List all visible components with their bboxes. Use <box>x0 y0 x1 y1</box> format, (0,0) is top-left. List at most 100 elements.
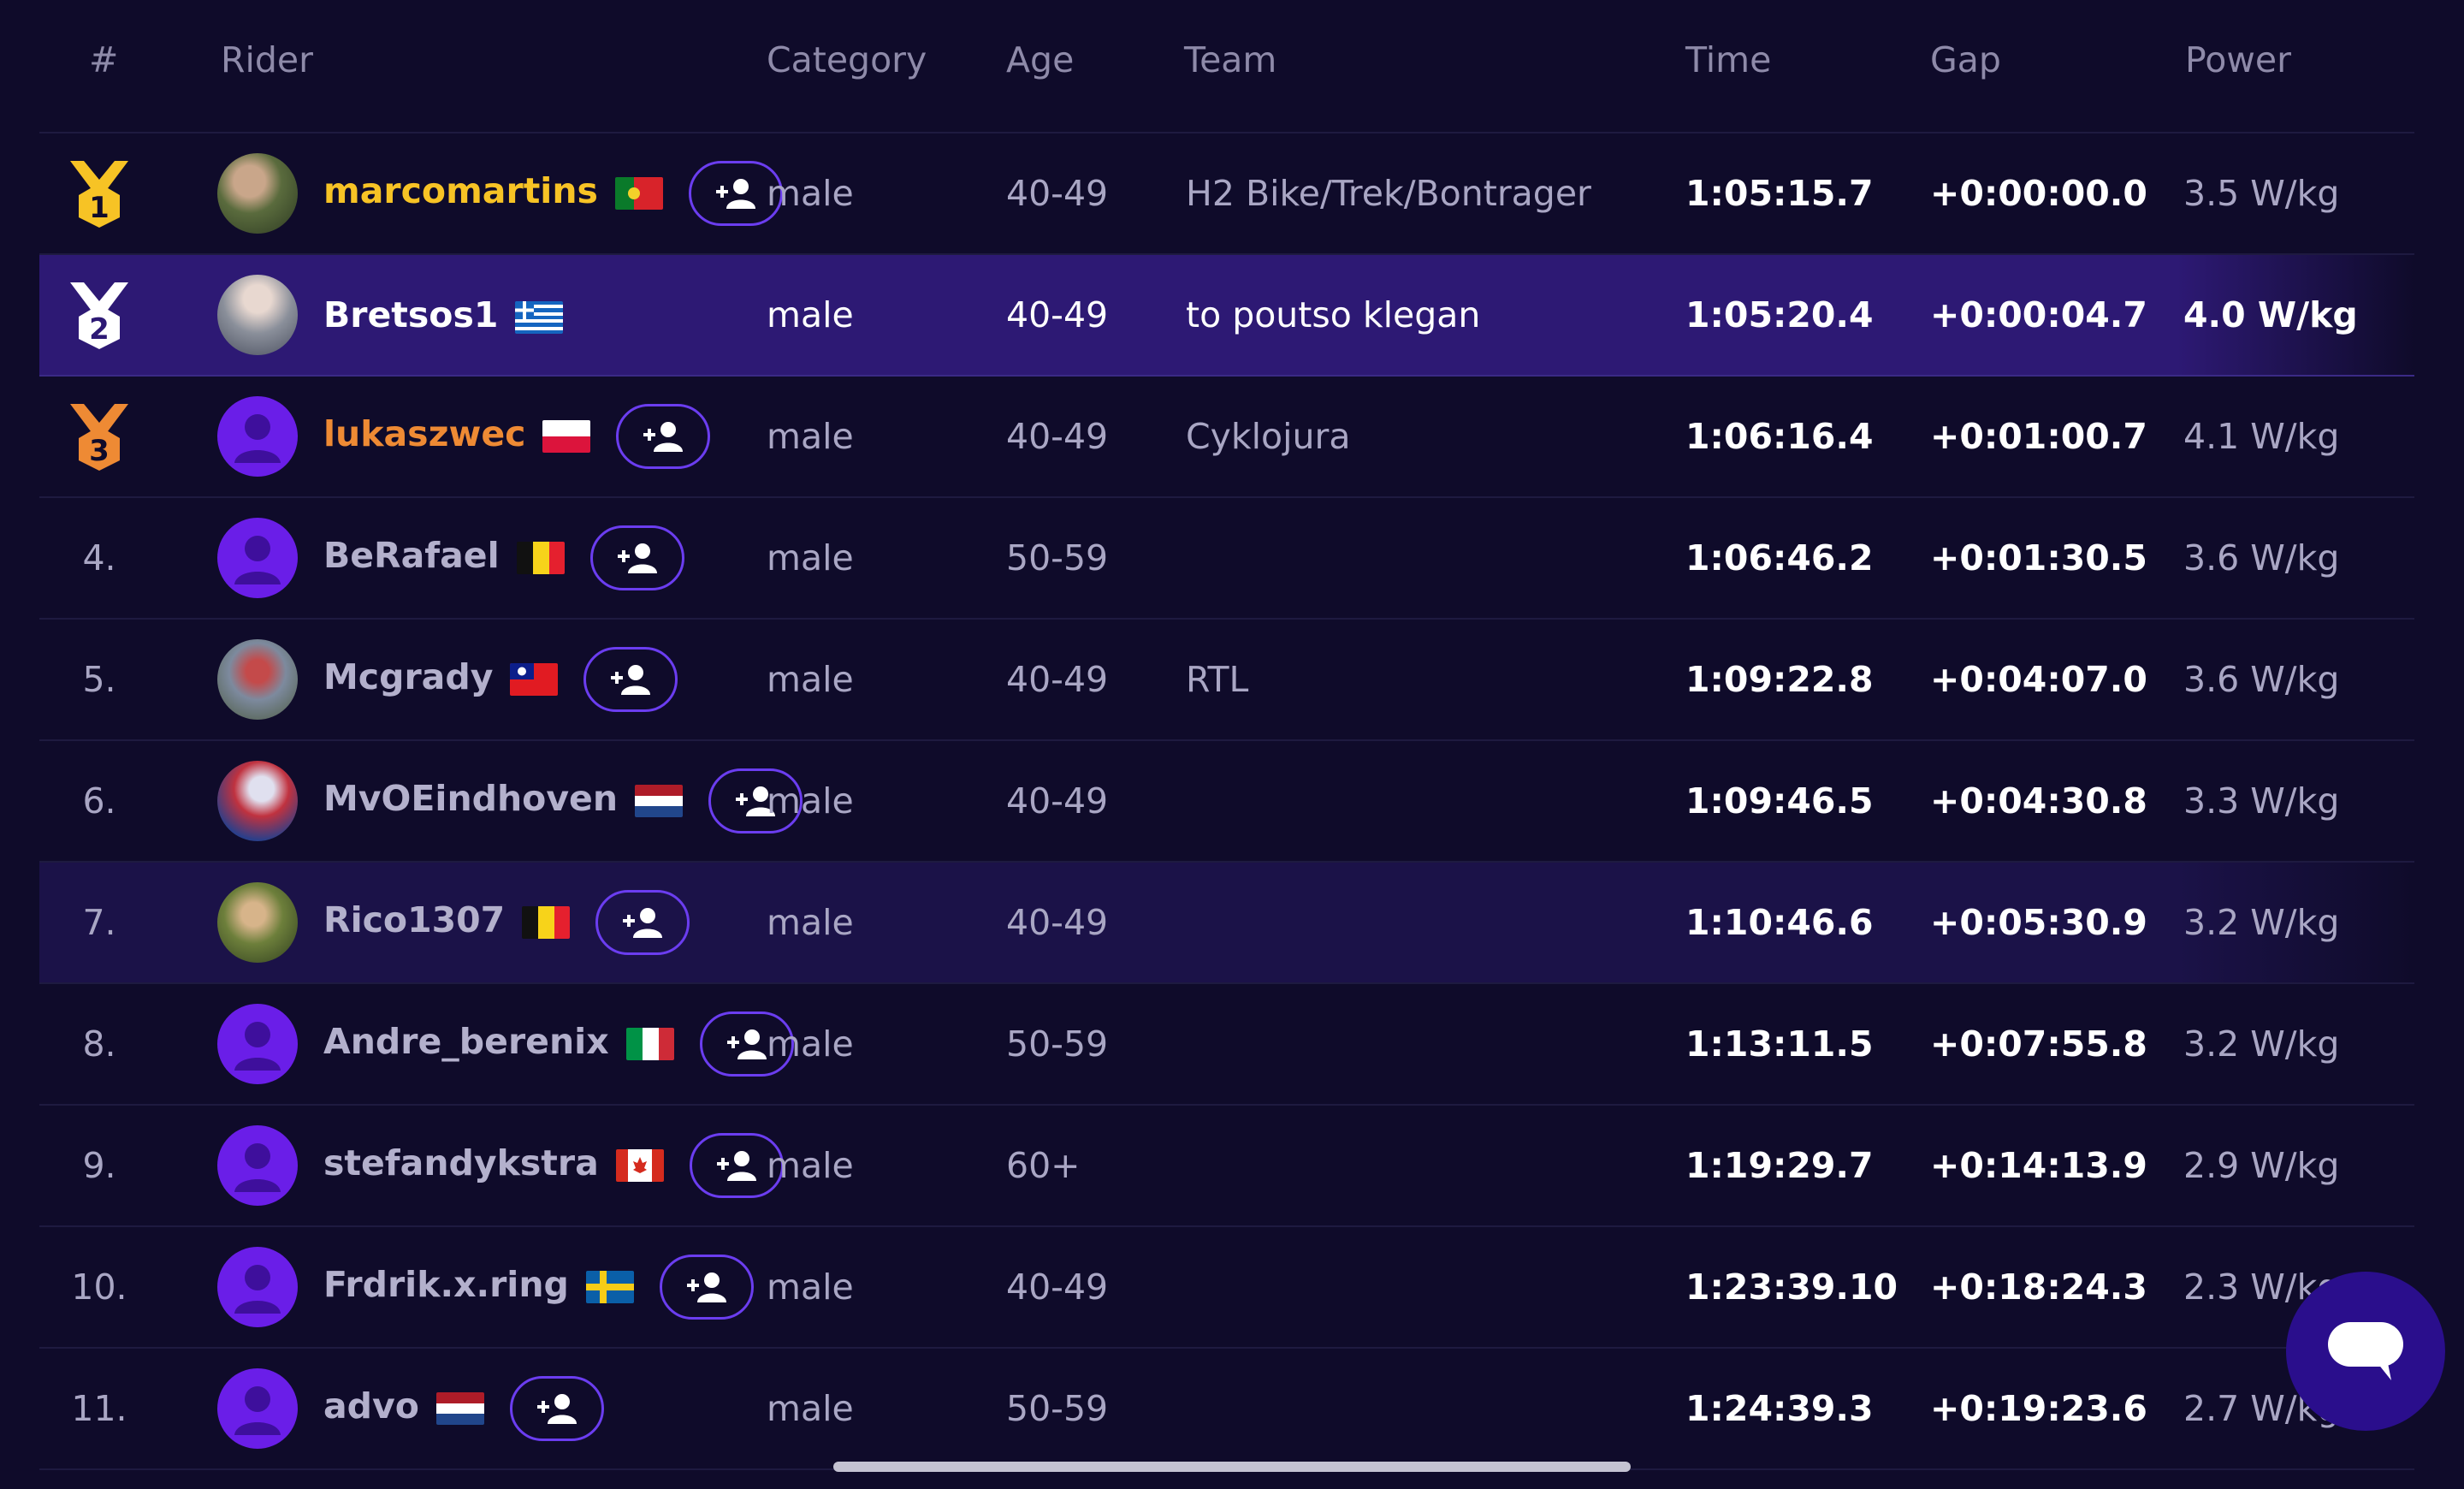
rider-name[interactable]: stefandykstra <box>323 1142 599 1183</box>
horizontal-scrollbar[interactable] <box>833 1462 1631 1472</box>
avatar[interactable] <box>217 1368 298 1449</box>
avatar[interactable] <box>217 396 298 477</box>
rider-cell: stefandykstra <box>323 1133 784 1198</box>
avatar[interactable] <box>217 882 298 963</box>
time-cell: 1:06:46.2 <box>1685 537 1874 578</box>
rider-cell: advo <box>323 1376 604 1441</box>
rider-cell: MvOEindhoven <box>323 768 803 833</box>
gap-cell: +0:14:13.9 <box>1930 1145 2147 1186</box>
header-time[interactable]: Time <box>1685 39 1772 80</box>
gap-cell: +0:19:23.6 <box>1930 1388 2147 1429</box>
category-cell: male <box>767 1145 854 1186</box>
rank: 9. <box>82 1145 116 1186</box>
sweden-flag-icon <box>585 1271 634 1303</box>
table-row[interactable]: 4. BeRafael male 50-59 1:06:46.2 +0:01:30.5 3.… <box>39 498 2414 620</box>
netherlands-flag-icon <box>435 1392 484 1425</box>
follow-button[interactable] <box>616 404 711 469</box>
rider-cell: Andre_berenix <box>323 1011 794 1077</box>
header-rider[interactable]: Rider <box>221 39 313 80</box>
rider-cell: Rico1307 <box>323 890 690 955</box>
table-row[interactable]: 11. advo male 50-59 1:24:39.3 +0:19:23.6 2.7 W… <box>39 1349 2414 1470</box>
age-cell: 50-59 <box>1006 1388 1109 1429</box>
header-rank[interactable]: # <box>89 39 119 80</box>
age-cell: 40-49 <box>1006 173 1109 214</box>
chat-button[interactable] <box>2286 1272 2445 1431</box>
avatar[interactable] <box>217 761 298 841</box>
time-cell: 1:23:39.10 <box>1685 1267 1898 1308</box>
power-cell: 4.1 W/kg <box>2183 416 2340 457</box>
follow-button[interactable] <box>689 1133 784 1198</box>
avatar[interactable] <box>217 1125 298 1206</box>
table-row[interactable]: 1 marcomartins male 40-49 H2 Bike/Trek/Bontr… <box>39 133 2414 255</box>
portugal-flag-icon <box>614 177 663 210</box>
team-cell: RTL <box>1186 659 1249 700</box>
bronze-medal-icon: 3 <box>63 400 135 472</box>
rider-name[interactable]: marcomartins <box>323 170 598 211</box>
power-cell: 3.6 W/kg <box>2183 659 2340 700</box>
header-gap[interactable]: Gap <box>1930 39 2001 80</box>
age-cell: 40-49 <box>1006 1267 1109 1308</box>
avatar[interactable] <box>217 1004 298 1084</box>
gap-cell: +0:04:30.8 <box>1930 780 2147 822</box>
rank: 5. <box>82 659 116 700</box>
rider-name[interactable]: Bretsos1 <box>323 294 499 335</box>
table-row[interactable]: 3 lukaszwec male 40-49 Cyklojura 1:06:16.4 +0:… <box>39 377 2414 498</box>
category-cell: male <box>767 1023 854 1065</box>
table-row[interactable]: 7. Rico1307 male 40-49 1:10:46.6 +0:05:30.9 3.… <box>39 863 2414 984</box>
header-team[interactable]: Team <box>1184 39 1277 80</box>
rider-name[interactable]: Andre_berenix <box>323 1021 609 1062</box>
table-row[interactable]: 5. Mcgrady male 40-49 RTL 1:09:22.8 +0:04:07.0… <box>39 620 2414 741</box>
time-cell: 1:09:22.8 <box>1685 659 1874 700</box>
avatar[interactable] <box>217 1247 298 1327</box>
avatar[interactable] <box>217 518 298 598</box>
rider-cell: Mcgrady <box>323 647 678 712</box>
time-cell: 1:05:15.7 <box>1685 173 1874 214</box>
rider-name[interactable]: advo <box>323 1385 419 1427</box>
follow-button[interactable] <box>589 525 684 590</box>
avatar[interactable] <box>217 275 298 355</box>
leaderboard-table: # Rider Category Age Team Time Gap Power… <box>39 0 2414 1470</box>
rider-name[interactable]: Mcgrady <box>323 656 494 697</box>
rider-name[interactable]: Rico1307 <box>323 899 506 940</box>
rider-cell: lukaszwec <box>323 404 711 469</box>
avatar[interactable] <box>217 153 298 234</box>
follow-button[interactable] <box>688 161 783 226</box>
avatar[interactable] <box>217 639 298 720</box>
taiwan-flag-icon <box>510 663 559 696</box>
table-row[interactable]: 2 Bretsos1 male 40-49 to poutso klegan 1:05:2… <box>39 255 2414 377</box>
follow-button[interactable] <box>659 1255 754 1320</box>
rider-name[interactable]: MvOEindhoven <box>323 778 619 819</box>
rank: 10. <box>71 1267 127 1308</box>
header-category[interactable]: Category <box>767 39 927 80</box>
table-header: # Rider Category Age Team Time Gap Power <box>39 0 2414 133</box>
age-cell: 40-49 <box>1006 659 1109 700</box>
category-cell: male <box>767 416 854 457</box>
rank: 6. <box>82 780 116 822</box>
svg-text:2: 2 <box>89 312 110 347</box>
rank: 11. <box>71 1388 127 1429</box>
canada-flag-icon <box>615 1149 664 1182</box>
rider-name[interactable]: Frdrik.x.ring <box>323 1264 569 1305</box>
category-cell: male <box>767 537 854 578</box>
gap-cell: +0:05:30.9 <box>1930 902 2147 943</box>
follow-button[interactable] <box>509 1376 604 1441</box>
power-cell: 3.2 W/kg <box>2183 902 2340 943</box>
table-row[interactable]: 6. MvOEindhoven male 40-49 1:09:46.5 +0:04:30… <box>39 741 2414 863</box>
table-row[interactable]: 8. Andre_berenix male 50-59 1:13:11.5 +0:07:5… <box>39 984 2414 1106</box>
table-row[interactable]: 10. Frdrik.x.ring male 40-49 1:23:39.10 +0:18… <box>39 1227 2414 1349</box>
rider-name[interactable]: lukaszwec <box>323 413 526 454</box>
power-cell: 4.0 W/kg <box>2183 294 2358 335</box>
rider-name[interactable]: BeRafael <box>323 535 500 576</box>
follow-button[interactable] <box>595 890 690 955</box>
follow-button[interactable] <box>699 1011 794 1077</box>
time-cell: 1:24:39.3 <box>1685 1388 1874 1429</box>
power-cell: 3.2 W/kg <box>2183 1023 2340 1065</box>
follow-button[interactable] <box>708 768 803 833</box>
follow-button[interactable] <box>583 647 678 712</box>
header-age[interactable]: Age <box>1006 39 1075 80</box>
power-cell: 3.3 W/kg <box>2183 780 2340 822</box>
age-cell: 60+ <box>1006 1145 1081 1186</box>
header-power[interactable]: Power <box>2185 39 2291 80</box>
table-row[interactable]: 9. stefandykstra male 60+ 1:19:29.7 +0:14:13.… <box>39 1106 2414 1227</box>
italy-flag-icon <box>625 1028 674 1060</box>
